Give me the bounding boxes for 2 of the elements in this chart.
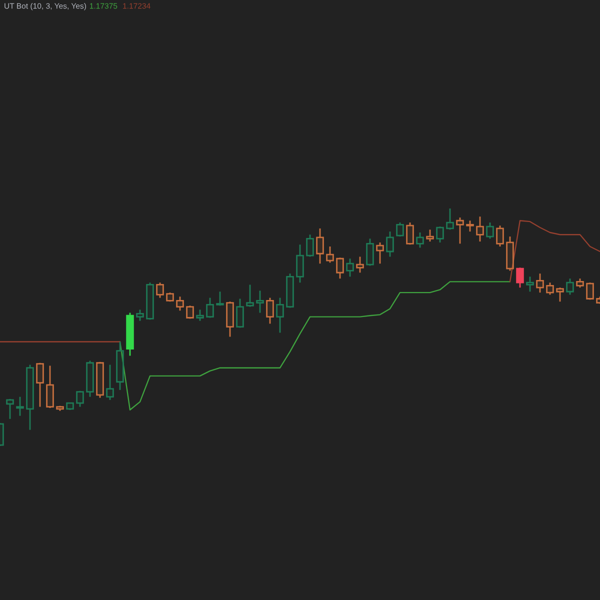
candlestick [316,228,324,264]
candlestick [256,290,264,314]
